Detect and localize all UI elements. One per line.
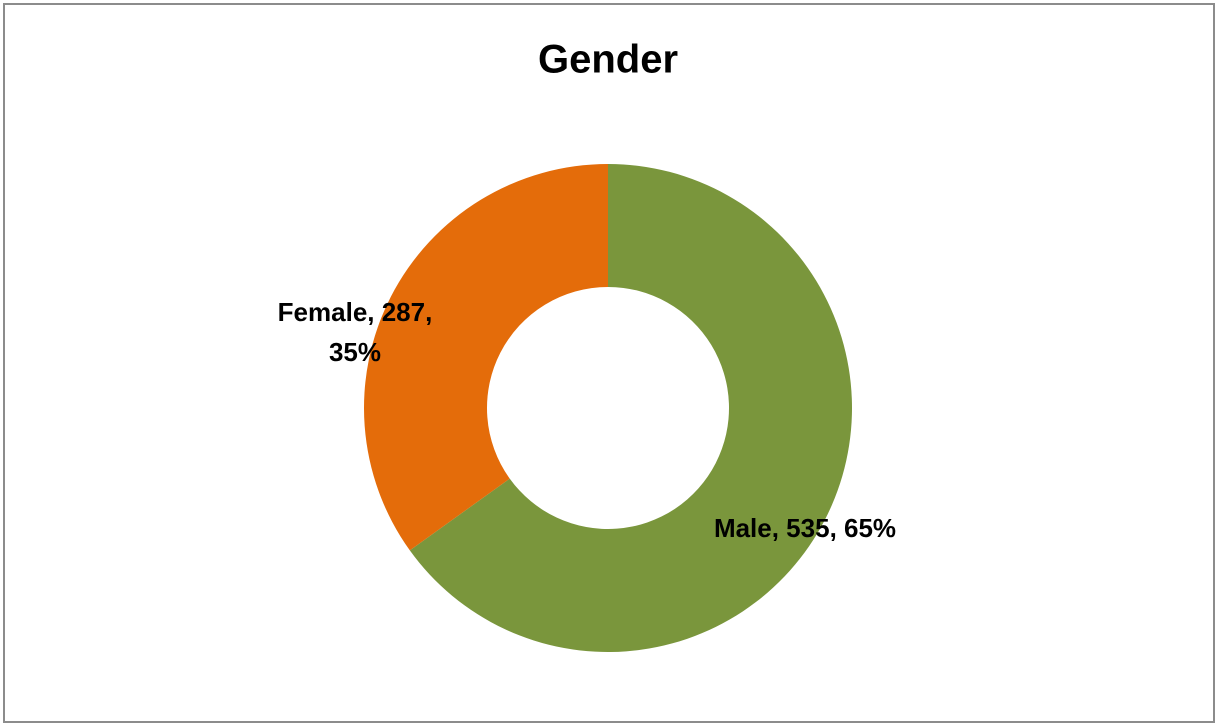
data-label: Female, 287, 35%	[277, 297, 433, 367]
chart-title: Gender	[538, 38, 678, 82]
data-label: Male, 535, 65%	[713, 513, 897, 543]
donut-slice	[364, 164, 608, 551]
donut-slice	[409, 164, 853, 652]
